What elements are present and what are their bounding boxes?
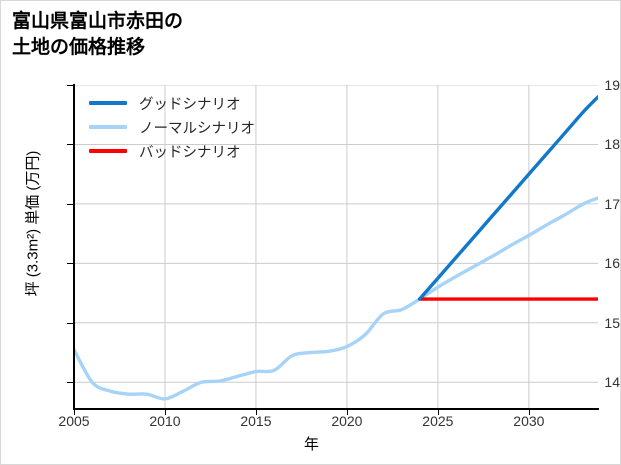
y-axis-tick-mark (67, 263, 73, 265)
y-axis-tick-mark (67, 203, 73, 205)
y-axis-tick-label: 15 (604, 314, 620, 331)
series-lines (74, 95, 598, 401)
x-axis-spine (73, 408, 599, 410)
x-axis-tick-label: 2005 (58, 413, 90, 429)
series-line-good (417, 95, 598, 301)
x-axis-tick-mark (164, 410, 166, 415)
x-axis-tick-mark (346, 410, 348, 415)
y-axis-label: 坪 (3.3m²) 単価 (万円) (24, 150, 42, 297)
legend-swatch-normal (89, 125, 127, 129)
x-axis-tick-label: 2025 (422, 413, 454, 429)
x-axis-tick-label: 2030 (513, 413, 545, 429)
x-axis-label: 年 (303, 436, 319, 453)
x-axis-tick-label: 2010 (149, 413, 181, 429)
gridlines (74, 85, 598, 409)
legend-swatch-bad (89, 149, 127, 153)
x-axis-tick-mark (528, 410, 530, 415)
legend-item-normal[interactable]: ノーマルシナリオ (89, 115, 304, 139)
legend-label-good: グッドシナリオ (139, 96, 241, 113)
x-axis-tick-mark (74, 410, 75, 415)
y-axis-tick-mark (67, 382, 73, 384)
y-axis-tick-label: 17 (604, 195, 620, 212)
series-line-normal (74, 196, 598, 401)
y-axis-tick-label: 14 (604, 374, 620, 391)
plot-svg (74, 85, 598, 409)
y-axis-tick-label: 16 (604, 255, 620, 272)
y-axis-tick-mark (67, 322, 73, 324)
y-axis-tick-label: 19 (604, 77, 620, 93)
y-axis-spine (73, 84, 75, 410)
legend-label-bad: バッドシナリオ (139, 144, 241, 161)
y-axis-tick-label: 18 (604, 136, 620, 153)
x-axis-tick-label: 2020 (331, 413, 363, 429)
x-axis-tick-mark (255, 410, 257, 415)
chart-legend: グッドシナリオ ノーマルシナリオ バッドシナリオ (89, 91, 304, 163)
y-axis-tick-mark (67, 144, 73, 146)
legend-swatch-good (89, 101, 127, 105)
legend-label-normal: ノーマルシナリオ (139, 120, 255, 137)
x-axis-tick-label: 2015 (240, 413, 272, 429)
legend-item-bad[interactable]: バッドシナリオ (89, 139, 304, 163)
x-axis-tick-mark (437, 410, 439, 415)
y-axis-tick-mark (67, 85, 73, 86)
legend-item-good[interactable]: グッドシナリオ (89, 91, 304, 115)
chart-title: 富山県富山市赤田の 土地の価格推移 (12, 11, 184, 58)
